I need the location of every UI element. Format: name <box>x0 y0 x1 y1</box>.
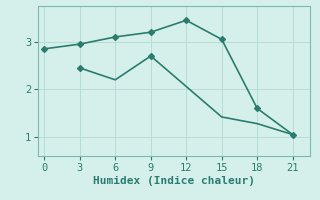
X-axis label: Humidex (Indice chaleur): Humidex (Indice chaleur) <box>93 176 255 186</box>
